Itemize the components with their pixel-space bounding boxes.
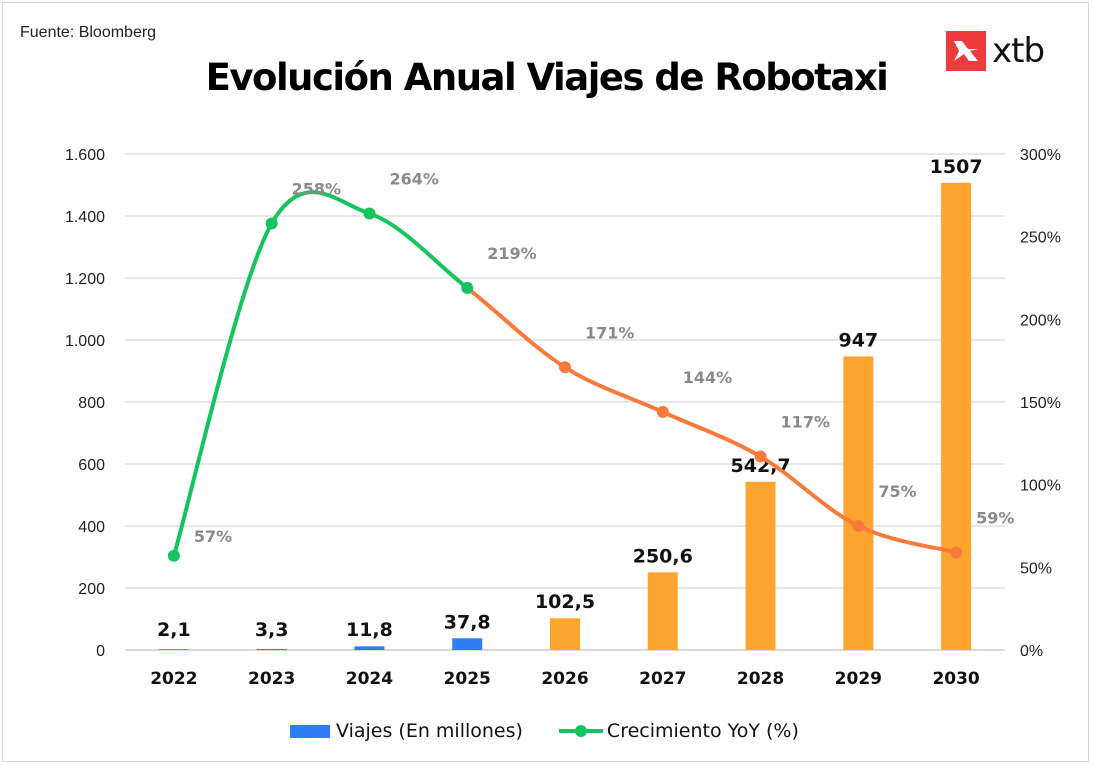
- right-tick-label: 200%: [1020, 312, 1061, 329]
- legend-swatch-bar: [290, 724, 330, 738]
- legend-label-crecimiento: Crecimiento YoY (%): [606, 720, 799, 742]
- x-tick-label: 2023: [248, 669, 295, 689]
- bar-2025: [452, 638, 483, 650]
- line-point-2030: [950, 546, 963, 559]
- line-point-2025: [461, 281, 474, 294]
- bar-2029: [843, 356, 874, 650]
- line-point-2022: [167, 549, 180, 562]
- bar-2030: [941, 182, 972, 650]
- line-point-2026: [559, 361, 571, 374]
- xtb-x-icon: [946, 31, 986, 71]
- legend-swatch-line: [558, 725, 603, 737]
- left-tick-label: 800: [78, 395, 105, 412]
- line-forecast: [465, 286, 957, 555]
- left-tick-label: 1.200: [65, 271, 105, 288]
- line-actual: [171, 190, 469, 557]
- line-point-2023: [265, 217, 278, 230]
- x-tick-label: 2027: [639, 669, 686, 689]
- line-point-2028: [754, 450, 767, 463]
- left-tick-label: 200: [78, 581, 105, 598]
- bar-2028: [745, 481, 776, 650]
- bar-2027: [647, 572, 678, 650]
- bar-data-label: 11,8: [346, 619, 393, 641]
- x-tick-label: 2025: [444, 669, 491, 689]
- right-tick-label: 0%: [1020, 643, 1043, 660]
- line-data-label: 57%: [194, 527, 232, 546]
- x-tick-label: 2030: [932, 669, 979, 689]
- bar-data-label: 37,8: [444, 611, 491, 633]
- line-data-label: 117%: [781, 413, 830, 432]
- xtb-logo: xtb: [946, 31, 1045, 71]
- line-data-label: 219%: [487, 244, 536, 263]
- bar-data-label: 3,3: [255, 619, 289, 641]
- left-tick-label: 1.400: [65, 209, 105, 226]
- left-tick-label: 1.000: [65, 333, 105, 350]
- left-tick-label: 0: [96, 643, 105, 660]
- source-label: Fuente: Bloomberg: [20, 24, 157, 41]
- line-point-2029: [852, 520, 865, 532]
- legend-label-viajes: Viajes (En millones): [336, 720, 523, 742]
- right-tick-label: 300%: [1020, 147, 1061, 164]
- right-tick-label: 50%: [1020, 560, 1052, 577]
- line-data-label: 59%: [976, 508, 1014, 527]
- left-tick-label: 400: [78, 519, 105, 536]
- right-tick-label: 250%: [1020, 230, 1061, 247]
- bar-data-label: 2,1: [157, 619, 191, 641]
- line-data-label: 171%: [585, 323, 634, 342]
- line-data-label: 264%: [389, 170, 438, 189]
- x-tick-label: 2029: [835, 669, 882, 689]
- legend-item-viajes: Viajes (En millones): [290, 720, 523, 742]
- x-tick-label: 2028: [737, 669, 784, 689]
- legend-item-crecimiento: Crecimiento YoY (%): [558, 720, 799, 742]
- line-data-label: 75%: [878, 482, 916, 501]
- right-tick-label: 100%: [1020, 478, 1061, 495]
- x-tick-label: 2022: [150, 669, 197, 689]
- bar-data-label: 1507: [930, 156, 983, 178]
- legend: Viajes (En millones) Crecimiento YoY (%): [290, 720, 835, 742]
- bar-2023: [256, 648, 287, 650]
- line-data-label: 258%: [292, 179, 341, 198]
- bar-2022: [158, 649, 189, 650]
- x-tick-label: 2024: [346, 669, 393, 689]
- line-point-2027: [656, 405, 669, 418]
- left-tick-label: 600: [78, 457, 105, 474]
- line-data-label: 144%: [683, 368, 732, 387]
- bar-data-label: 947: [838, 329, 878, 351]
- right-tick-label: 150%: [1020, 395, 1061, 412]
- x-tick-label: 2026: [541, 669, 588, 689]
- bar-data-label: 542,7: [731, 455, 791, 477]
- bar-data-label: 102,5: [535, 591, 595, 613]
- bar-2024: [354, 646, 385, 650]
- chart-title: Evolución Anual Viajes de Robotaxi: [205, 56, 889, 99]
- logo-text: xtb: [992, 31, 1045, 71]
- bar-data-label: 250,6: [633, 545, 693, 567]
- bar-2026: [550, 618, 580, 650]
- left-tick-label: 1.600: [65, 147, 105, 164]
- line-point-2024: [363, 207, 376, 220]
